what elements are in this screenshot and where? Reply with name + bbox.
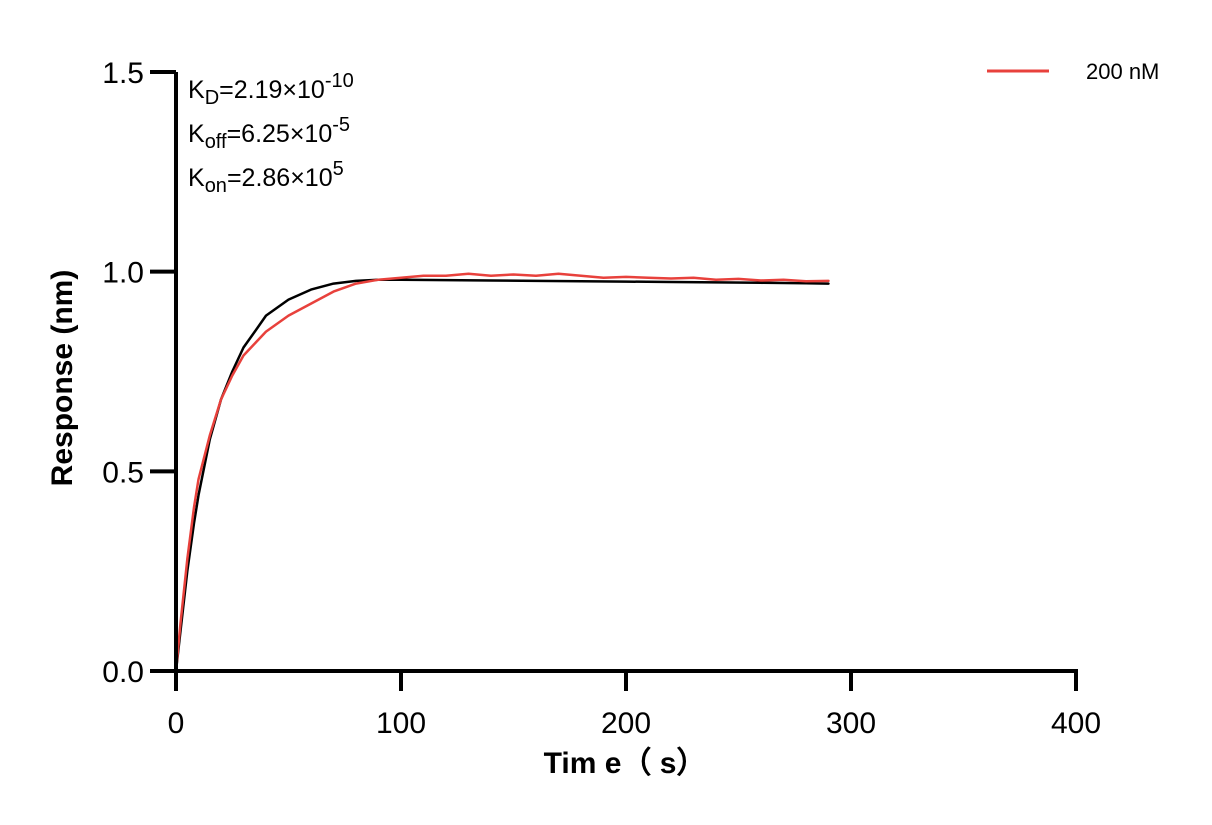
series-line-200nm — [174, 272, 830, 673]
x-axis-title: Tim e（ s） — [544, 746, 707, 780]
annotation-k-D: KD=2.19×10-10 — [188, 70, 354, 109]
annotation-value: =2.86×10 — [227, 164, 333, 192]
annotation-k-off: Koff=6.25×10-5 — [188, 114, 350, 153]
annotation-subscript: on — [205, 175, 227, 197]
y-axis-title: Response (nm) — [46, 270, 79, 487]
annotation-exponent: 5 — [333, 158, 344, 180]
x-tick-label: 100 — [376, 707, 426, 740]
legend: 200 nM — [987, 59, 1159, 84]
plot-lines — [174, 272, 830, 673]
axes — [174, 72, 1078, 673]
annotation-k-on: Kon=2.86×105 — [188, 158, 344, 197]
annotation-base: K — [188, 164, 205, 192]
annotation-subscript: D — [205, 87, 219, 109]
x-tick-label: 200 — [601, 707, 651, 740]
annotation-exponent: -10 — [325, 70, 354, 92]
y-tick-label: 0.0 — [102, 656, 144, 689]
annotation-value: =6.25×10 — [227, 120, 333, 148]
ticks: 0 100 200 300 400 0.0 0.5 1.0 1.5 — [102, 57, 1101, 740]
annotation-value: =2.19×10 — [219, 76, 325, 104]
annotation-base: K — [188, 120, 205, 148]
y-tick-label: 1.5 — [102, 57, 144, 90]
y-tick-label: 0.5 — [102, 456, 144, 489]
fit-curve-line — [174, 278, 830, 673]
legend-label-200nm: 200 nM — [1086, 59, 1159, 84]
annotation-exponent: -5 — [332, 114, 350, 136]
x-tick-label: 0 — [168, 707, 185, 740]
annotation-base: K — [188, 76, 205, 104]
x-tick-label: 300 — [826, 707, 876, 740]
x-tick-label: 400 — [1051, 707, 1101, 740]
annotation-subscript: off — [205, 131, 227, 153]
y-tick-label: 1.0 — [102, 257, 144, 290]
